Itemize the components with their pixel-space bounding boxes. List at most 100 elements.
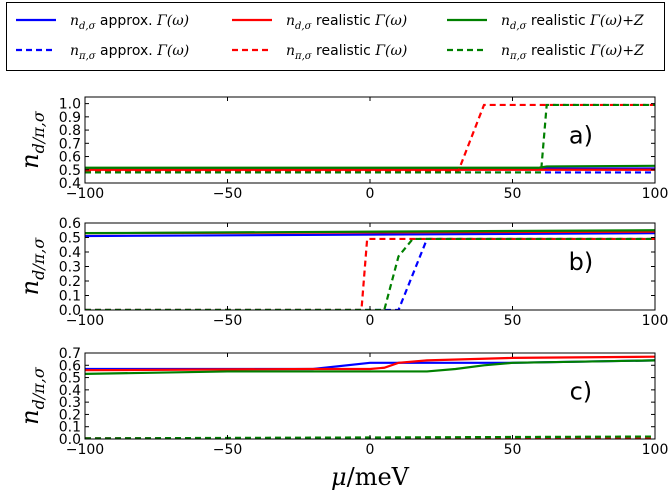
y-tick-label: 0.3 (59, 395, 81, 411)
legend-entry: nπ,σ realistic Γ(ω)+Z (447, 43, 644, 62)
y-tick-label: 0.9 (59, 110, 81, 126)
series-line (85, 359, 655, 375)
legend-symbol: n (501, 13, 510, 29)
y-tick-label: 0.6 (59, 150, 81, 166)
x-tick-label: −100 (66, 186, 104, 202)
y-axis-symbol: n (16, 153, 44, 168)
legend-label: nπ,σ realistic Γ(ω) (286, 43, 407, 62)
legend-subscript: π,σ (509, 51, 528, 62)
legend-word: realistic (312, 43, 376, 59)
y-tick-label: 0.4 (59, 383, 81, 399)
y-tick-label: 0.6 (59, 358, 81, 374)
panel-label: a) (569, 122, 593, 150)
legend-symbol: n (286, 43, 295, 59)
legend-symbol: n (70, 13, 79, 29)
x-tick-label: −50 (213, 442, 243, 458)
legend-subscript: π,σ (294, 51, 313, 62)
y-tick-label: 0.7 (59, 346, 81, 362)
x-tick-label: 100 (642, 186, 669, 202)
x-tick-label: 0 (366, 313, 375, 329)
panel-label: b) (569, 248, 594, 276)
legend-subscript: d,σ (295, 21, 313, 32)
legend-label: nπ,σ realistic Γ(ω)+Z (501, 43, 644, 62)
y-axis-label: nd/π,σ (16, 237, 48, 296)
y-tick-label: 0.1 (59, 420, 81, 436)
x-tick-label: 0 (366, 442, 375, 458)
legend-word: approx. (95, 13, 157, 29)
legend-gamma: Γ(ω) (374, 13, 407, 29)
legend-word: approx. (96, 43, 158, 59)
legend-word: realistic (527, 43, 591, 59)
series-group (85, 229, 655, 310)
x-axis-label: μ/meV (331, 463, 410, 491)
legend-subscript: π,σ (78, 51, 97, 62)
y-tick-label: 0.2 (59, 407, 81, 423)
x-tick-label: −100 (66, 442, 104, 458)
y-tick-label: 0.1 (59, 289, 81, 305)
x-tick-label: 50 (504, 442, 522, 458)
x-tick-label: −100 (66, 313, 104, 329)
legend-entry: nπ,σ approx. Γ(ω) (16, 43, 189, 62)
y-axis-subscript: d/π,σ (29, 237, 48, 280)
legend: nd,σ approx. Γ(ω) nd,σ realistic Γ(ω) nd,σ… (6, 2, 665, 71)
y-axis-label: nd/π,σ (16, 366, 48, 425)
panel-3: −100 −50 0 50 100 0.00.10.20.30.40.50.60.7 c) n… (16, 346, 668, 491)
legend-label: nd,σ realistic Γ(ω) (286, 13, 407, 32)
legend-gamma: Γ(ω) (156, 43, 189, 59)
legend-entry: nd,σ realistic Γ(ω)+Z (447, 13, 644, 32)
legend-gamma: Γ(ω) (589, 43, 622, 59)
x-axis-slash: / (347, 463, 356, 491)
series-line (85, 232, 655, 238)
x-tick-label: 100 (642, 313, 669, 329)
y-tick-label: 1.0 (59, 97, 81, 113)
legend-symbol: n (501, 43, 510, 59)
y-tick-label: 0.8 (59, 123, 81, 139)
legend-gamma: Γ(ω) (156, 13, 189, 29)
x-axis-symbol: μ (331, 463, 347, 491)
legend-subscript: d,σ (510, 21, 528, 32)
legend-symbol: n (286, 13, 295, 29)
y-tick-label: 0.0 (59, 432, 81, 448)
series-line (85, 355, 655, 372)
y-tick-label: 0.7 (59, 136, 81, 152)
legend-subscript: d,σ (79, 21, 97, 32)
y-axis-subscript: d/π,σ (29, 110, 48, 153)
legend-label: nd,σ approx. Γ(ω) (70, 13, 189, 32)
legend-frame (6, 2, 665, 71)
legend-label: nd,σ realistic Γ(ω)+Z (501, 13, 644, 32)
y-tick-label: 0.5 (59, 231, 81, 247)
legend-word: realistic (311, 13, 375, 29)
legend-word: realistic (526, 13, 590, 29)
legend-extra: +Z (622, 13, 644, 29)
panel-2: −100 −50 0 50 100 0.00.10.20.30.40.50.6 b) nd/π… (16, 216, 668, 329)
y-axis-label: nd/π,σ (16, 110, 48, 169)
y-tick-label: 0.4 (59, 245, 81, 261)
legend-symbol: n (70, 43, 79, 59)
legend-gamma: Γ(ω) (589, 13, 622, 29)
panels: −100 −50 0 50 1000.40.50.60.70.80.91.0a)nd/π… (16, 96, 669, 491)
series-line (85, 237, 655, 310)
series-line (85, 229, 655, 235)
x-tick-label: −50 (213, 186, 243, 202)
y-tick-label: 0.2 (59, 274, 81, 290)
legend-gamma: Γ(ω) (374, 43, 407, 59)
y-axis-subscript: d/π,σ (29, 366, 48, 409)
y-tick-label: 0.5 (59, 163, 81, 179)
panel-label: c) (570, 378, 593, 406)
y-tick-label: 0.5 (59, 371, 81, 387)
y-axis-symbol: n (16, 409, 44, 424)
x-tick-label: 100 (642, 442, 669, 458)
y-tick-label: 0.4 (59, 176, 81, 192)
y-axis-symbol: n (16, 280, 44, 295)
x-tick-label: 50 (504, 186, 522, 202)
legend-extra: +Z (622, 43, 644, 59)
series-group (85, 103, 655, 174)
legend-entry: nd,σ realistic Γ(ω) (232, 13, 407, 32)
x-tick-label: 0 (366, 186, 375, 202)
x-tick-label: −50 (213, 313, 243, 329)
panel-1: −100 −50 0 50 100 0.40.50.60.70.80.91.0 a) nd/π… (16, 96, 669, 202)
legend-entry: nd,σ approx. Γ(ω) (16, 13, 189, 32)
y-tick-label: 0.3 (59, 260, 81, 276)
y-tick-label: 0.0 (59, 303, 81, 319)
